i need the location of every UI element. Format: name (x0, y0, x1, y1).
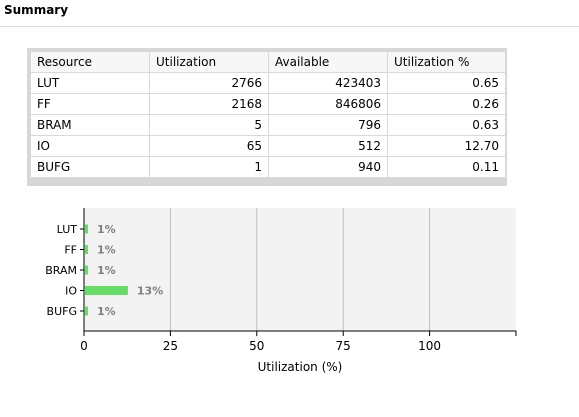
plot-area (84, 208, 516, 331)
x-tick-label: 0 (80, 339, 88, 353)
utilization-cell: 1 (150, 157, 269, 178)
bar (85, 286, 128, 295)
bar (85, 225, 88, 234)
resource-cell: BRAM (31, 115, 150, 136)
category-label: IO (65, 285, 77, 298)
category-label: LUT (57, 223, 78, 236)
resource-cell: FF (31, 94, 150, 115)
percent-cell: 0.26 (388, 94, 506, 115)
x-tick-label: 100 (418, 339, 441, 353)
data-label: 1% (97, 223, 116, 236)
category-label: FF (64, 244, 77, 257)
percent-cell: 0.11 (388, 157, 506, 178)
category-label: BUFG (47, 305, 77, 318)
percent-cell: 0.63 (388, 115, 506, 136)
available-cell: 796 (269, 115, 388, 136)
x-tick-label: 75 (336, 339, 351, 353)
available-cell: 846806 (269, 94, 388, 115)
percent-cell: 12.70 (388, 136, 506, 157)
x-axis-title: Utilization (%) (258, 360, 343, 374)
data-label: 1% (97, 244, 116, 257)
bar (85, 307, 88, 316)
utilization-cell: 2766 (150, 73, 269, 94)
x-tick-label: 50 (249, 339, 264, 353)
utilization-chart: 0 25 50 75 100 LUT 1% FF 1% BRAM 1% IO 13% BUFG 1% Util… (0, 200, 579, 390)
utilization-cell: 65 (150, 136, 269, 157)
page-title: Summary (4, 3, 68, 17)
resource-cell: IO (31, 136, 150, 157)
utilization-table-panel: Resource Utilization Available Utilizati… (27, 48, 507, 186)
data-label: 1% (97, 264, 116, 277)
utilization-table: Resource Utilization Available Utilizati… (30, 51, 506, 178)
resource-cell: BUFG (31, 157, 150, 178)
percent-cell: 0.65 (388, 73, 506, 94)
table-row[interactable]: BRAM 5 796 0.63 (31, 115, 506, 136)
data-label: 1% (97, 305, 116, 318)
utilization-bar-chart: 0 25 50 75 100 LUT 1% FF 1% BRAM 1% IO 13% BUFG 1% Util… (0, 200, 579, 390)
utilization-cell: 2168 (150, 94, 269, 115)
available-cell: 940 (269, 157, 388, 178)
available-cell: 512 (269, 136, 388, 157)
table-row[interactable]: LUT 2766 423403 0.65 (31, 73, 506, 94)
category-label: BRAM (45, 264, 77, 277)
bar (85, 245, 88, 254)
column-header-utilization[interactable]: Utilization (150, 52, 269, 73)
bar (85, 266, 88, 275)
resource-cell: LUT (31, 73, 150, 94)
table-row[interactable]: FF 2168 846806 0.26 (31, 94, 506, 115)
table-row[interactable]: BUFG 1 940 0.11 (31, 157, 506, 178)
available-cell: 423403 (269, 73, 388, 94)
table-row[interactable]: IO 65 512 12.70 (31, 136, 506, 157)
column-header-available[interactable]: Available (269, 52, 388, 73)
summary-header: Summary (0, 0, 579, 27)
x-tick-label: 25 (163, 339, 178, 353)
table-header-row: Resource Utilization Available Utilizati… (31, 52, 506, 73)
column-header-resource[interactable]: Resource (31, 52, 150, 73)
column-header-utilization-percent[interactable]: Utilization % (388, 52, 506, 73)
utilization-cell: 5 (150, 115, 269, 136)
data-label: 13% (137, 285, 163, 298)
